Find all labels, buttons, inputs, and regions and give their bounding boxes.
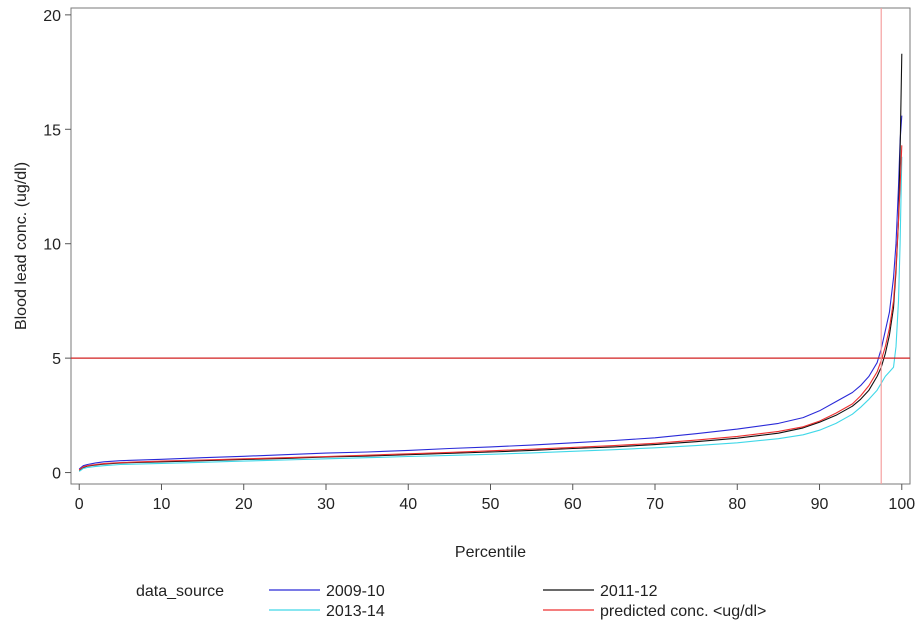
plot-frame xyxy=(70,7,911,485)
y-tick-label: 5 xyxy=(52,351,61,368)
y-tick-label: 0 xyxy=(52,466,61,483)
x-tick-label: 90 xyxy=(811,496,829,513)
x-tick-label: 0 xyxy=(75,496,84,513)
x-tick-label: 40 xyxy=(399,496,417,513)
legend-label: 2013-14 xyxy=(326,603,385,620)
x-tick-label: 60 xyxy=(564,496,582,513)
series-line-4 xyxy=(78,145,903,471)
x-tick-label: 30 xyxy=(317,496,335,513)
x-axis-title: Percentile xyxy=(455,544,526,561)
x-tick-label: 80 xyxy=(728,496,746,513)
series-line-2 xyxy=(78,53,903,471)
x-tick-label: 50 xyxy=(482,496,500,513)
series-line-1 xyxy=(78,115,903,470)
y-tick-label: 15 xyxy=(43,122,61,139)
y-tick-label: 20 xyxy=(43,8,61,25)
y-axis-title: Blood lead conc. (ug/dl) xyxy=(13,162,30,330)
x-tick-label: 10 xyxy=(153,496,171,513)
series-line-3 xyxy=(78,156,903,472)
x-tick-label: 100 xyxy=(888,496,915,513)
x-tick-label: 20 xyxy=(235,496,253,513)
legend-label: predicted conc. <ug/dl> xyxy=(600,603,766,620)
x-tick-label: 70 xyxy=(646,496,664,513)
y-tick-label: 10 xyxy=(43,237,61,254)
legend-label: 2011-12 xyxy=(600,583,658,600)
legend-title: data_source xyxy=(136,583,224,600)
legend-label: 2009-10 xyxy=(326,583,385,600)
